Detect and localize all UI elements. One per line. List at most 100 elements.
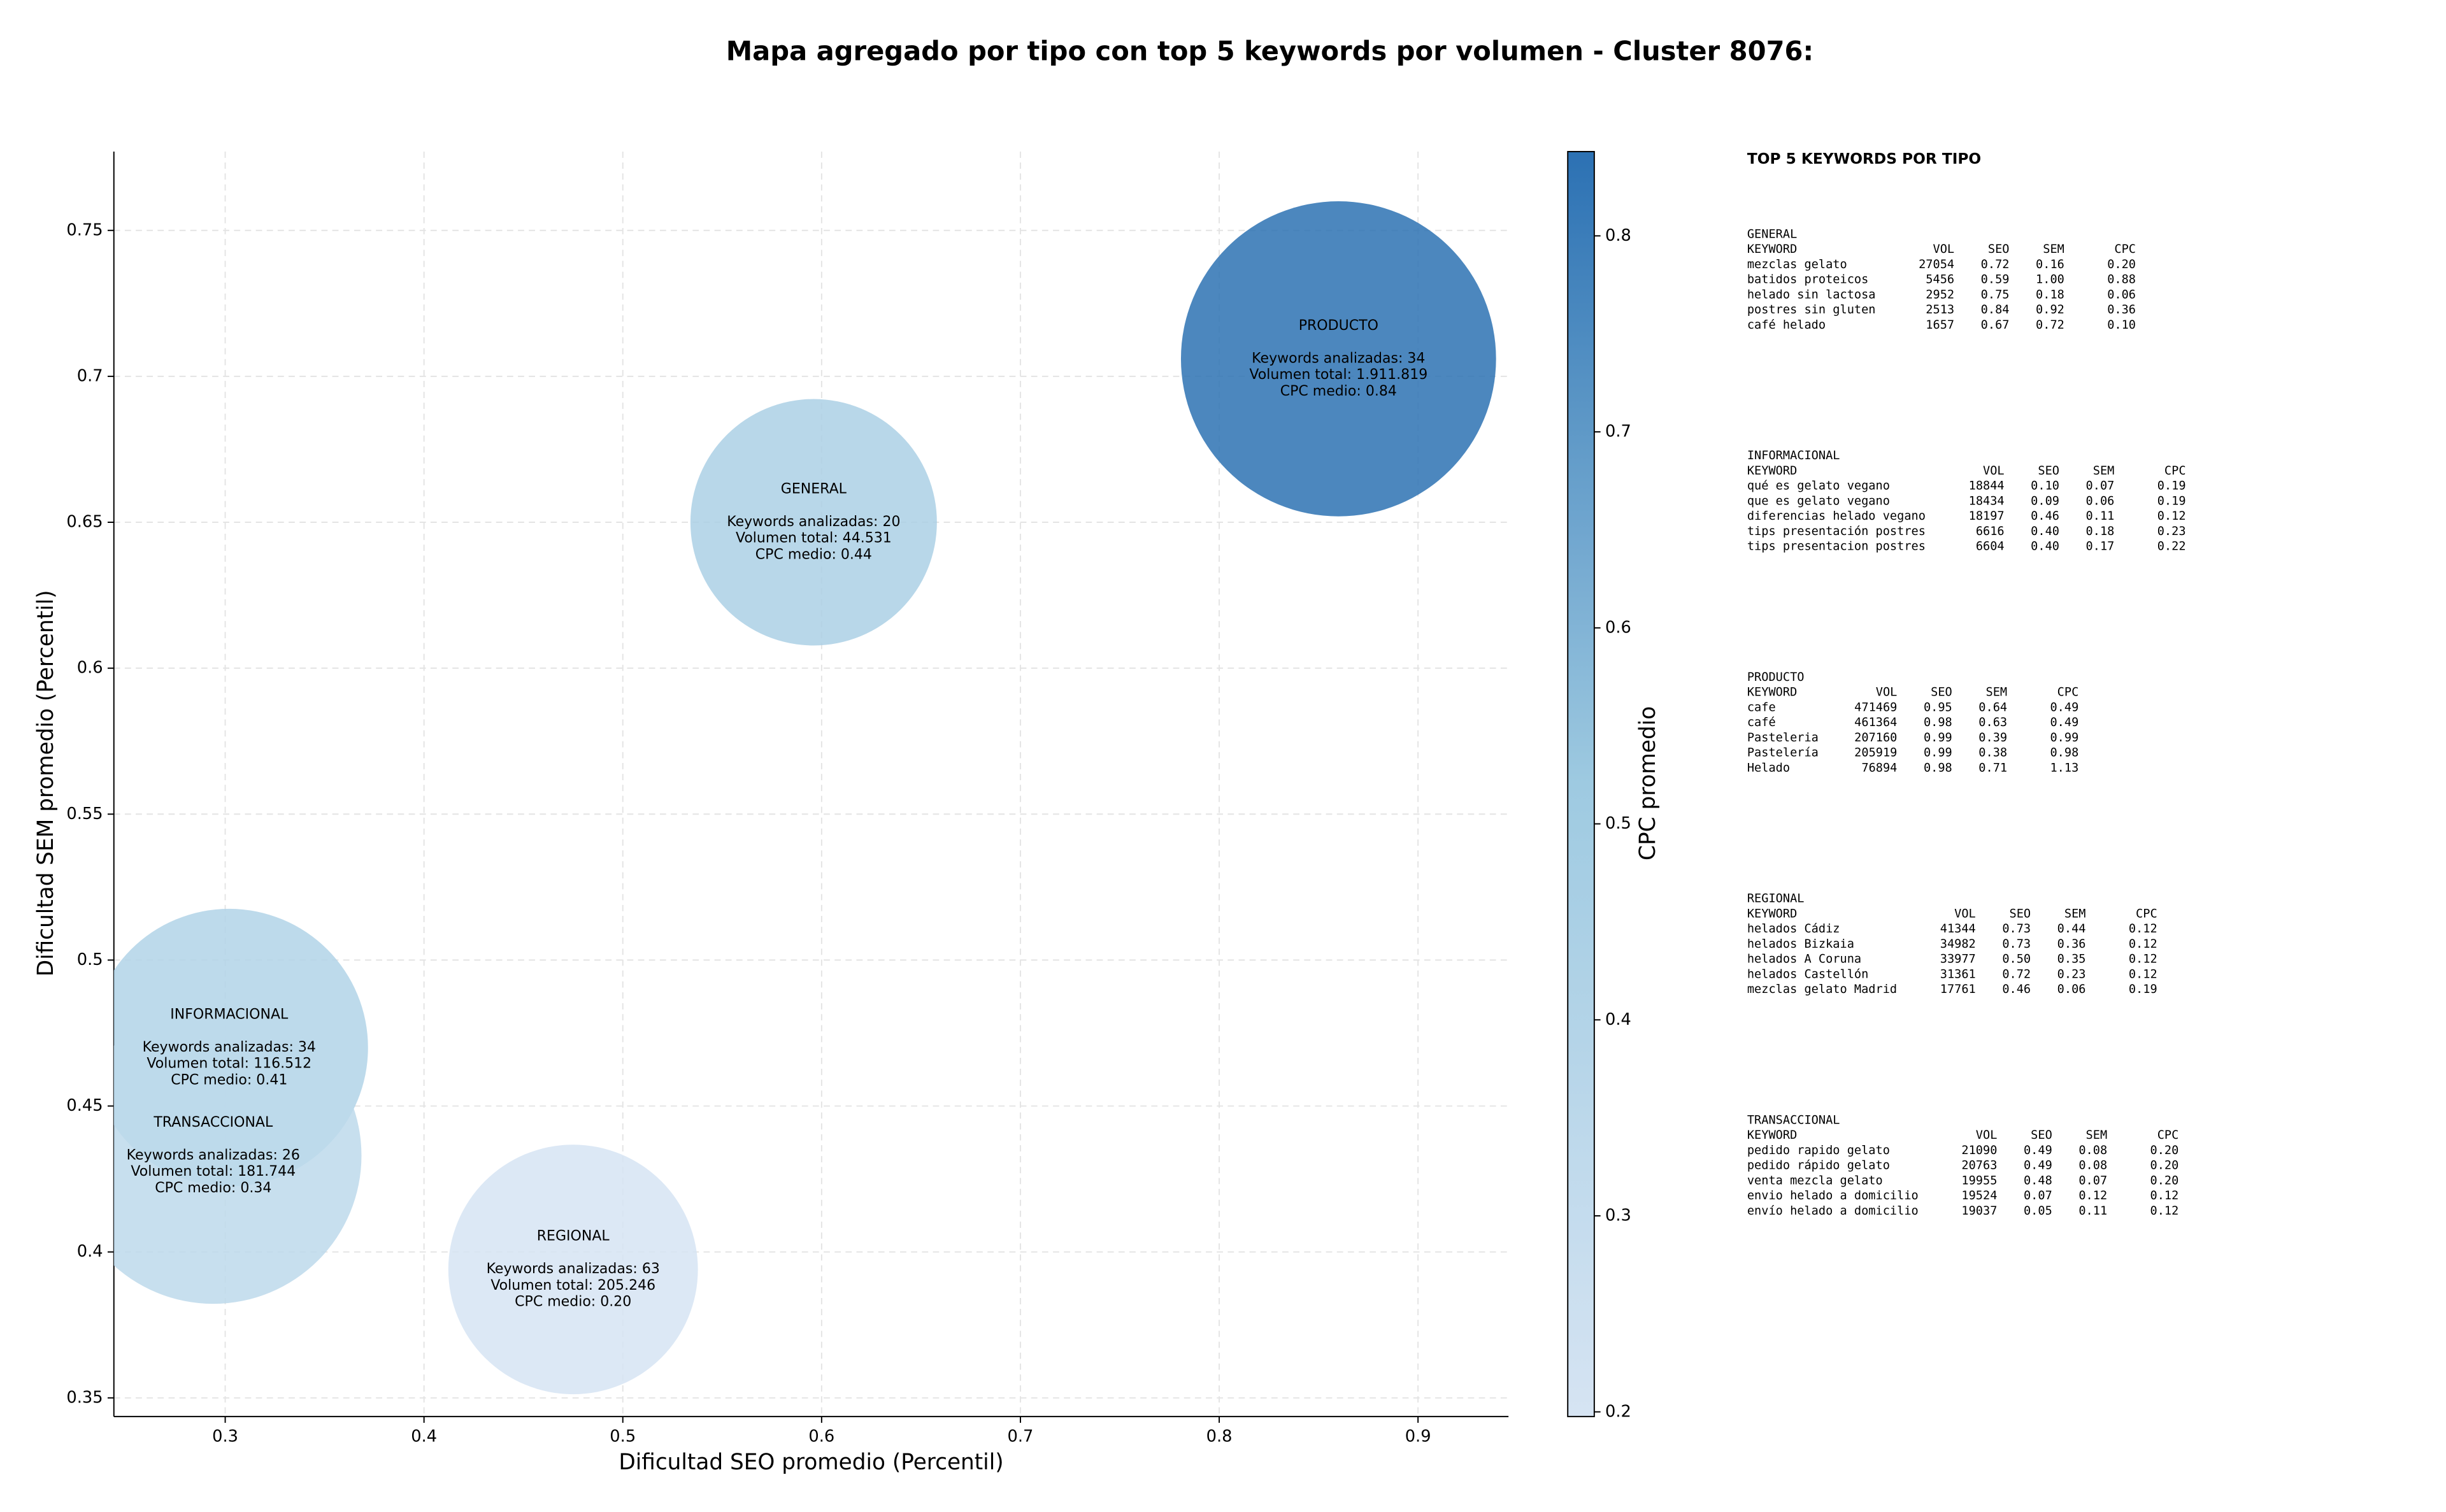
table-cell: 0.40 <box>2031 540 2059 553</box>
table-cell: 34982 <box>1940 938 1976 951</box>
table-cell: 0.12 <box>2129 938 2157 951</box>
table-cell: 19037 <box>1961 1204 1997 1218</box>
table-header: SEO <box>2031 1129 2052 1142</box>
section-name: INFORMACIONAL <box>1747 449 1840 462</box>
table-cell: 0.99 <box>1924 731 1952 745</box>
table-cell: 0.20 <box>2150 1174 2178 1187</box>
bubble-name: TRANSACCIONAL <box>153 1115 273 1130</box>
table-cell: 0.39 <box>1978 731 2007 745</box>
table-cell: 1657 <box>1926 318 1954 332</box>
table-cell: 0.46 <box>2031 510 2059 523</box>
table-cell: 0.12 <box>2129 967 2157 981</box>
table-cell: 0.12 <box>2129 953 2157 966</box>
y-tick-label: 0.45 <box>66 1096 103 1115</box>
table-cell: café helado <box>1747 318 1826 332</box>
table-header: CPC <box>2114 243 2136 256</box>
table-cell: 6604 <box>1976 540 2005 553</box>
table-cell: 2952 <box>1926 288 1954 301</box>
bubble-name: REGIONAL <box>537 1229 610 1245</box>
table-cell: 461364 <box>1854 716 1897 729</box>
table-cell: 0.98 <box>2050 746 2078 760</box>
bubble-annotation: Volumen total: 116.512 <box>147 1056 311 1072</box>
table-cell: 1.13 <box>2050 761 2078 774</box>
y-tick-label: 0.6 <box>77 659 103 678</box>
bubble-annotation: Keywords analizadas: 63 <box>487 1261 660 1277</box>
table-cell: postres sin gluten <box>1747 303 1876 317</box>
table-cell: 0.23 <box>2157 525 2186 538</box>
table-cell: 0.67 <box>1981 318 2010 332</box>
colorbar-tick-label: 0.3 <box>1605 1206 1631 1225</box>
table-cell: envío helado a domicilio <box>1747 1204 1919 1218</box>
bubble-annotation: Volumen total: 205.246 <box>490 1278 655 1294</box>
table-cell: 1.00 <box>2036 273 2064 287</box>
bubble-name: GENERAL <box>781 481 847 497</box>
bubble-annotation: CPC medio: 0.20 <box>515 1294 631 1310</box>
table-cell: 0.40 <box>2031 525 2059 538</box>
table-cell: 0.72 <box>2036 318 2064 332</box>
table-cell: 31361 <box>1940 967 1976 981</box>
table-cell: 0.99 <box>2050 731 2078 745</box>
x-tick-label: 0.7 <box>1008 1427 1034 1446</box>
bubble <box>448 1145 698 1395</box>
table-cell: mezclas gelato <box>1747 258 1847 271</box>
table-cell: 0.20 <box>2150 1159 2178 1173</box>
table-cell: 0.38 <box>1978 746 2007 760</box>
y-tick-label: 0.7 <box>77 366 103 385</box>
table-cell: 21090 <box>1961 1144 1997 1157</box>
table-cell: tips presentación postres <box>1747 525 1926 538</box>
table-cell: 0.11 <box>2086 510 2115 523</box>
table-cell: 0.20 <box>2150 1144 2178 1157</box>
table-cell: 0.36 <box>2107 303 2136 317</box>
bubble-annotation: Keywords analizadas: 34 <box>1252 350 1425 366</box>
table-header: SEM <box>2093 464 2115 478</box>
table-header: CPC <box>2136 907 2157 920</box>
bubble-annotation: CPC medio: 0.41 <box>171 1072 287 1088</box>
table-header: SEO <box>2010 907 2031 920</box>
colorbar-tick-label: 0.4 <box>1605 1010 1631 1029</box>
table-cell: 0.49 <box>2024 1159 2052 1173</box>
table-cell: envio helado a domicilio <box>1747 1189 1919 1202</box>
bubble <box>1180 201 1496 517</box>
table-cell: 18844 <box>1969 480 2005 493</box>
table-cell: helados Bizkaia <box>1747 938 1854 951</box>
table-header: KEYWORD <box>1747 907 1797 920</box>
x-tick-label: 0.9 <box>1405 1427 1431 1446</box>
table-cell: 33977 <box>1940 953 1976 966</box>
bubble-annotation: Volumen total: 44.531 <box>736 531 892 546</box>
table-cell: batidos proteicos <box>1747 273 1868 287</box>
bubble-annotation: Volumen total: 1.911.819 <box>1249 367 1427 383</box>
table-header: SEO <box>1931 686 1952 699</box>
table-cell: 0.50 <box>2002 953 2031 966</box>
table-cell: 18197 <box>1969 510 2005 523</box>
table-cell: 76894 <box>1861 761 1897 774</box>
table-cell: 19524 <box>1961 1189 1997 1202</box>
table-cell: venta mezcla gelato <box>1747 1174 1883 1187</box>
table-cell: 0.59 <box>1981 273 2010 287</box>
table-header: SEM <box>2086 1129 2108 1142</box>
table-cell: 0.84 <box>1981 303 2010 317</box>
table-cell: 0.16 <box>2036 258 2064 271</box>
table-cell: 0.06 <box>2057 983 2086 996</box>
table-cell: que es gelato vegano <box>1747 494 1890 508</box>
table-cell: 0.75 <box>1981 288 2010 301</box>
table-cell: 19955 <box>1961 1174 1997 1187</box>
table-cell: pedido rapido gelato <box>1747 1144 1890 1157</box>
table-cell: 27054 <box>1919 258 1954 271</box>
section-name: PRODUCTO <box>1747 671 1805 684</box>
table-header: KEYWORD <box>1747 1129 1797 1142</box>
table-cell: 0.23 <box>2057 967 2086 981</box>
table-cell: Pasteleria <box>1747 731 1819 745</box>
y-tick-label: 0.65 <box>66 513 103 532</box>
x-tick-label: 0.4 <box>411 1427 437 1446</box>
table-cell: 0.98 <box>1924 716 1952 729</box>
y-tick-label: 0.5 <box>77 950 103 969</box>
colorbar-tick-label: 0.7 <box>1605 422 1631 441</box>
table-cell: Helado <box>1747 761 1790 774</box>
x-axis-label: Dificultad SEO promedio (Percentil) <box>619 1450 1003 1475</box>
table-cell: 0.08 <box>2078 1159 2107 1173</box>
table-cell: 0.09 <box>2031 494 2059 508</box>
table-cell: 471469 <box>1854 701 1897 714</box>
table-cell: 0.12 <box>2150 1189 2178 1202</box>
table-cell: 20763 <box>1961 1159 1997 1173</box>
